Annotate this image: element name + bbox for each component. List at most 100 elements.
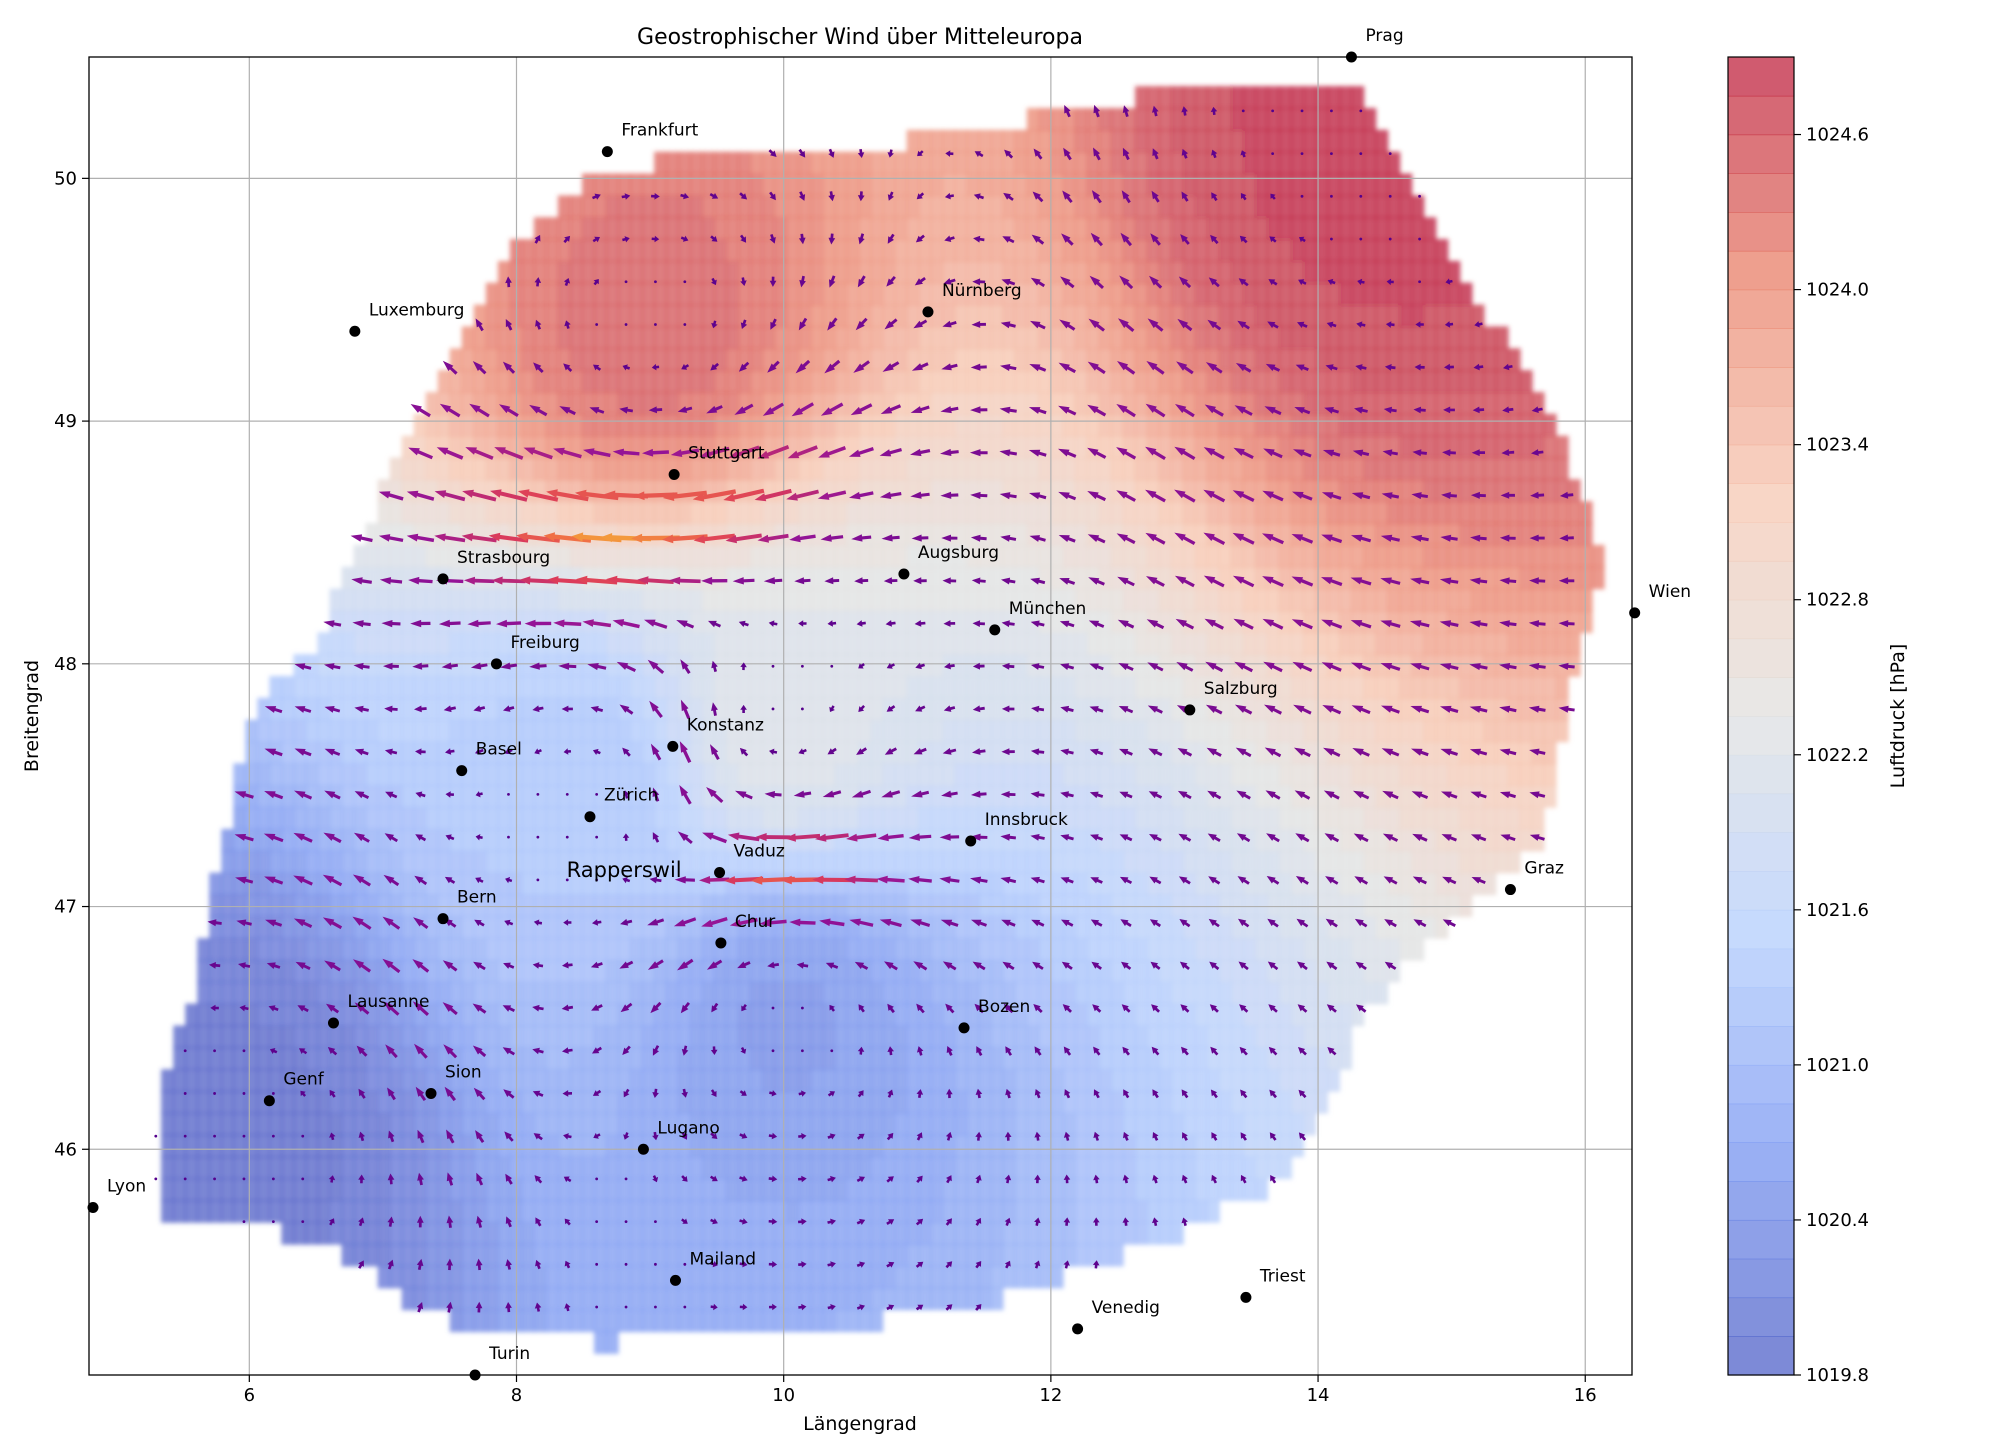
pressure-cell	[846, 763, 860, 786]
pressure-cell	[1207, 544, 1220, 568]
pressure-cell	[1327, 1069, 1341, 1092]
pressure-cell	[437, 719, 451, 743]
pressure-cell	[786, 1309, 800, 1333]
pressure-cell	[966, 610, 980, 633]
pressure-cell	[1074, 195, 1088, 218]
pressure-cell	[702, 1265, 715, 1289]
pressure-cell	[834, 610, 848, 633]
pressure-cell	[966, 1091, 980, 1114]
pressure-cell	[1062, 610, 1076, 633]
pressure-cell	[798, 719, 812, 743]
pressure-cell	[365, 1003, 379, 1027]
pressure-cell	[750, 566, 764, 590]
pressure-cell	[269, 1200, 283, 1223]
pressure-cell	[1435, 807, 1449, 830]
pressure-cell	[786, 610, 800, 633]
pressure-cell	[401, 807, 415, 830]
pressure-cell	[1363, 916, 1377, 939]
pressure-cell	[545, 1047, 559, 1070]
pressure-cell	[630, 457, 643, 481]
pressure-cell	[1207, 282, 1220, 306]
pressure-cell	[1495, 370, 1509, 393]
pressure-cell	[365, 566, 379, 590]
pressure-cell	[870, 1069, 884, 1092]
pressure-cell	[1267, 86, 1281, 109]
pressure-cell	[894, 260, 908, 284]
pressure-cell	[798, 1265, 812, 1289]
pressure-cell	[1279, 1156, 1293, 1180]
pressure-cell	[714, 370, 727, 393]
pressure-cell	[786, 632, 800, 655]
pressure-cell	[485, 1243, 499, 1267]
pressure-cell	[1315, 785, 1329, 808]
pressure-cell	[774, 719, 788, 743]
pressure-cell	[1050, 1091, 1064, 1114]
pressure-cell	[1339, 108, 1353, 131]
pressure-cell	[1315, 260, 1329, 284]
pressure-cell	[690, 501, 703, 524]
pressure-cell	[473, 719, 487, 743]
pressure-cell	[990, 566, 1004, 590]
pressure-cell	[1123, 195, 1136, 218]
pressure-cell	[1099, 1200, 1112, 1223]
pressure-cell	[846, 523, 860, 546]
pressure-cell	[894, 1200, 908, 1223]
pressure-cell	[449, 1265, 463, 1289]
pressure-cell	[942, 151, 956, 175]
pressure-cell	[305, 981, 319, 1005]
pressure-cell	[377, 719, 391, 743]
pressure-cell	[281, 807, 295, 830]
pressure-cell	[666, 763, 679, 786]
pressure-cell	[846, 457, 860, 481]
pressure-cell	[1459, 348, 1473, 371]
pressure-cell	[810, 413, 824, 437]
pressure-cell	[654, 1091, 667, 1114]
pressure-cell	[377, 785, 391, 808]
pressure-cell	[569, 1091, 583, 1114]
pressure-cell	[1315, 195, 1329, 218]
pressure-cell	[1123, 654, 1136, 677]
pressure-cell	[678, 523, 691, 546]
pressure-cell	[1038, 632, 1052, 655]
pressure-cell	[1062, 326, 1076, 349]
pressure-cell	[870, 1200, 884, 1223]
pressure-cell	[1255, 129, 1269, 153]
pressure-cell	[666, 1112, 679, 1136]
pressure-cell	[1207, 894, 1220, 917]
pressure-cell	[606, 1309, 619, 1333]
pressure-cell	[642, 872, 655, 896]
pressure-cell	[1062, 173, 1076, 197]
pressure-cell	[726, 151, 739, 175]
pressure-cell	[810, 1047, 824, 1070]
pressure-cell	[377, 1243, 391, 1267]
pressure-cell	[1279, 1003, 1293, 1027]
pressure-cell	[690, 1134, 703, 1158]
pressure-cell	[1159, 1003, 1172, 1027]
pressure-cell	[870, 741, 884, 765]
pressure-cell	[774, 523, 788, 546]
pressure-cell	[365, 588, 379, 612]
pressure-cell	[1074, 129, 1088, 153]
pressure-cell	[1147, 1200, 1160, 1223]
pressure-cell	[437, 763, 451, 786]
pressure-cell	[1038, 719, 1052, 743]
pressure-cell	[389, 632, 403, 655]
pressure-cell	[1435, 370, 1449, 393]
pressure-cell	[882, 676, 896, 699]
pressure-cell	[1183, 1178, 1196, 1201]
pressure-cell	[1315, 588, 1329, 612]
pressure-cell	[882, 807, 896, 830]
pressure-cell	[834, 719, 848, 743]
pressure-cell	[750, 1025, 764, 1049]
pressure-cell	[1375, 544, 1389, 568]
pressure-cell	[798, 326, 812, 349]
pressure-cell	[1243, 938, 1256, 961]
pressure-cell	[750, 260, 764, 284]
pressure-cell	[1014, 1003, 1028, 1027]
pressure-cell	[1243, 304, 1256, 328]
pressure-cell	[678, 260, 691, 284]
pressure-cell	[353, 1134, 367, 1158]
pressure-cell	[954, 195, 968, 218]
pressure-cell	[882, 1265, 896, 1289]
pressure-cell	[461, 632, 475, 655]
